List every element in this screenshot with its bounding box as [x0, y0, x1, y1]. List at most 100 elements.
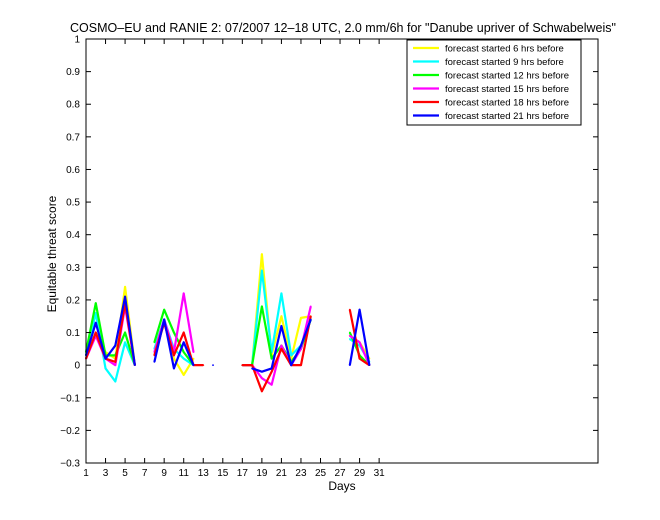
- data-point: [173, 357, 175, 360]
- data-point: [153, 360, 156, 363]
- data-point: [260, 390, 263, 393]
- data-point: [270, 383, 273, 386]
- data-point: [309, 318, 312, 321]
- legend-label: forecast started 12 hrs before: [445, 70, 569, 81]
- data-point: [182, 374, 185, 376]
- data-point: [133, 364, 136, 367]
- data-point: [173, 331, 175, 334]
- y-tick-label: 1: [74, 35, 80, 46]
- data-point: [358, 357, 361, 360]
- legend-entry: forecast started 12 hrs before: [413, 70, 569, 81]
- legend-box: [406, 39, 582, 126]
- data-point: [280, 347, 283, 350]
- y-tick-label: 0.8: [66, 100, 80, 111]
- data-point: [348, 331, 351, 334]
- legend-entry: forecast started 18 hrs before: [413, 97, 569, 108]
- y-axis-label: Equitable threat score: [45, 195, 59, 312]
- data-point: [358, 308, 361, 311]
- data-point: [124, 341, 126, 344]
- data-point: [348, 364, 351, 367]
- data-point: [260, 370, 263, 373]
- series-line-5: [84, 302, 370, 393]
- data-point: [300, 344, 302, 347]
- data-point: [124, 295, 126, 298]
- data-point: [182, 351, 185, 354]
- legend-entry: forecast started 6 hrs before: [413, 43, 564, 54]
- x-tick-label: 13: [198, 468, 210, 479]
- data-point: [309, 315, 312, 318]
- legend-label: forecast started 9 hrs before: [445, 57, 564, 68]
- legend-entry: forecast started 15 hrs before: [413, 84, 569, 95]
- data-point: [260, 269, 263, 272]
- y-tick-label: 0.3: [66, 263, 80, 274]
- y-tick-label: 0.6: [66, 165, 80, 176]
- data-point: [368, 364, 371, 367]
- data-point: [192, 364, 195, 367]
- data-point: [348, 338, 351, 340]
- data-point: [241, 364, 244, 367]
- data-point: [182, 292, 185, 295]
- axes-frame: [85, 38, 599, 464]
- data-point: [251, 367, 254, 370]
- data-point: [94, 331, 97, 334]
- x-tick-label: 5: [122, 468, 128, 479]
- x-tick-label: 17: [237, 468, 249, 479]
- data-point: [153, 341, 156, 344]
- data-point: [114, 360, 117, 363]
- series-6: [84, 295, 371, 373]
- x-tick-label: 23: [295, 468, 307, 479]
- legend-label: forecast started 6 hrs before: [445, 43, 564, 54]
- data-point: [260, 305, 263, 308]
- legend-label: forecast started 18 hrs before: [445, 97, 569, 108]
- data-point: [290, 364, 293, 367]
- data-point: [280, 344, 283, 347]
- y-tick-label: 0: [74, 361, 80, 372]
- data-point: [358, 341, 361, 344]
- data-point: [212, 364, 214, 367]
- data-point: [163, 308, 166, 311]
- x-tick-label: 3: [103, 468, 109, 479]
- data-point: [94, 312, 97, 314]
- x-tick-label: 21: [276, 468, 288, 479]
- data-point: [173, 367, 175, 370]
- data-point: [260, 253, 263, 256]
- data-point: [114, 380, 117, 383]
- x-tick-label: 19: [256, 468, 268, 479]
- data-point: [124, 331, 126, 334]
- x-tick-label: 31: [374, 468, 386, 479]
- x-tick-label: 11: [179, 468, 190, 479]
- data-point: [104, 367, 107, 370]
- data-point: [182, 357, 185, 360]
- x-tick-label: 1: [83, 468, 89, 479]
- data-point: [251, 364, 254, 367]
- y-tick-label: 0.5: [66, 198, 80, 209]
- data-point: [260, 377, 263, 380]
- data-point: [94, 321, 97, 324]
- data-point: [280, 315, 283, 318]
- data-point: [104, 357, 107, 360]
- data-point: [192, 351, 195, 354]
- y-tick-label: −0.3: [60, 459, 80, 470]
- data-point: [114, 344, 117, 347]
- legend-entry: forecast started 9 hrs before: [413, 57, 564, 68]
- x-tick-label: 7: [142, 468, 148, 479]
- data-point: [192, 357, 195, 360]
- data-point: [114, 364, 117, 367]
- y-tick-label: 0.2: [66, 295, 80, 306]
- y-tick-label: 0.4: [66, 230, 80, 241]
- x-tick-label: 25: [315, 468, 327, 479]
- y-tick-label: 0.1: [66, 328, 80, 339]
- x-axis-label: Days: [328, 479, 355, 493]
- legend-entry: forecast started 21 hrs before: [413, 111, 569, 122]
- data-point: [270, 367, 273, 370]
- data-point: [182, 341, 185, 344]
- chart-title: COSMO–EU and RANIE 2: 07/2007 12–18 UTC,…: [70, 21, 616, 35]
- data-point: [280, 292, 283, 295]
- data-point: [348, 308, 351, 311]
- data-point: [270, 357, 273, 360]
- data-point: [348, 334, 351, 337]
- legend-label: forecast started 15 hrs before: [445, 84, 569, 95]
- x-tick-label: 9: [161, 468, 167, 479]
- x-tick-label: 27: [334, 468, 346, 479]
